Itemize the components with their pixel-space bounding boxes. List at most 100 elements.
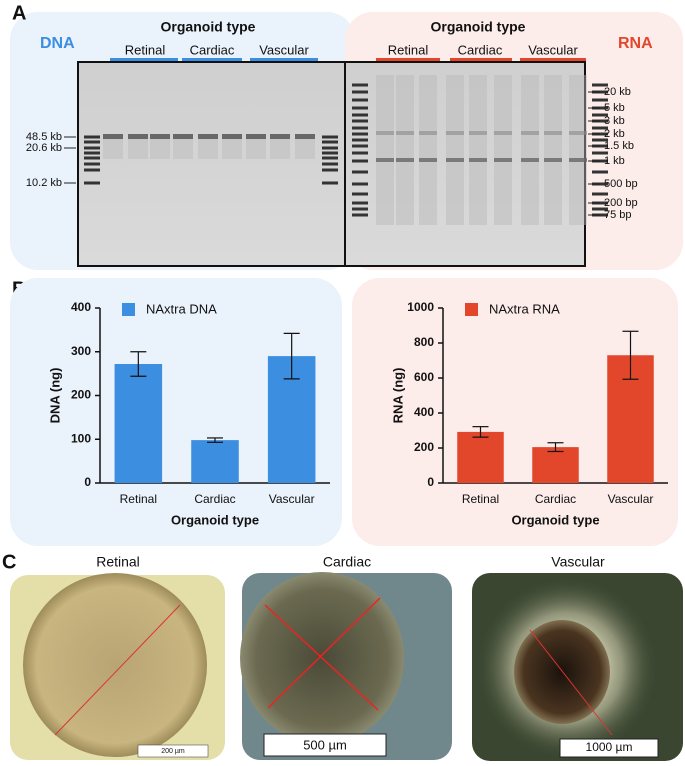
- gel-label: DNA: [40, 35, 75, 52]
- ladder-band: [352, 159, 368, 163]
- marker-label: 75 bp: [604, 209, 632, 221]
- y-tick-label: 1000: [407, 300, 434, 314]
- bar: [532, 447, 579, 483]
- sample-smear: [173, 139, 193, 159]
- micrograph-title: Cardiac: [323, 554, 371, 570]
- group-underlines: [110, 58, 586, 61]
- ladder-band: [592, 192, 608, 196]
- sample-smear: [150, 139, 170, 159]
- marker-label: 1 kb: [604, 155, 625, 167]
- ladder-band: [352, 126, 368, 130]
- sample-band: [544, 131, 562, 135]
- y-tick-label: 600: [414, 370, 434, 384]
- y-tick-label: 200: [414, 440, 434, 454]
- y-tick-label: 0: [427, 475, 434, 489]
- sample-band: [419, 131, 437, 135]
- legend-swatch: [122, 303, 135, 316]
- ladder-band: [84, 140, 100, 144]
- sample-smear: [521, 75, 539, 225]
- ladder-band: [352, 213, 368, 217]
- bar: [191, 440, 239, 483]
- micrograph-title: Retinal: [96, 554, 140, 570]
- legend-label: NAxtra DNA: [146, 301, 217, 316]
- panel-label: A: [12, 2, 26, 24]
- group-label: Cardiac: [190, 42, 235, 57]
- micrograph: [472, 573, 683, 761]
- ladder-band: [352, 138, 368, 142]
- y-tick-label: 300: [71, 344, 91, 358]
- error-bar: [622, 330, 639, 380]
- x-axis-label: Organoid type: [171, 512, 259, 527]
- ladder-band: [352, 151, 368, 155]
- sample-band: [128, 134, 148, 139]
- ladder-band: [84, 162, 100, 166]
- sample-band: [396, 158, 414, 162]
- group-label: Cardiac: [458, 42, 503, 57]
- ladder-band: [352, 113, 368, 117]
- sample-smear: [569, 75, 587, 225]
- error-bar: [472, 426, 489, 438]
- x-tick-label: Vascular: [608, 492, 654, 506]
- ladder-band: [592, 138, 608, 142]
- chart-background: [352, 278, 678, 546]
- sample-smear: [128, 139, 148, 159]
- marker-label: 500 bp: [604, 178, 638, 190]
- sample-band: [198, 134, 218, 139]
- ladder-band: [352, 83, 368, 87]
- ladder-band: [84, 151, 100, 155]
- ladder-band: [352, 170, 368, 174]
- x-tick-label: Cardiac: [535, 492, 576, 506]
- micrograph: [10, 573, 225, 760]
- ladder-band: [84, 168, 100, 172]
- ladder-band: [322, 135, 338, 139]
- error-bar: [547, 442, 564, 453]
- sample-band: [150, 134, 170, 139]
- chart-background: [10, 278, 342, 546]
- x-tick-label: Retinal: [120, 492, 157, 506]
- bar: [457, 431, 504, 483]
- ladder-band: [84, 156, 100, 160]
- ladder-band: [84, 135, 100, 139]
- charts: 0 100 200 300 400 NAxtra DNA Retinal Cardiac Vas…: [47, 300, 668, 527]
- sample-smear: [396, 75, 414, 225]
- ladder-band: [322, 181, 338, 185]
- sample-band: [376, 158, 394, 162]
- dna-gel: [77, 61, 346, 267]
- sample-band: [494, 158, 512, 162]
- sample-smear: [376, 75, 394, 225]
- marker-label: 5 kb: [604, 102, 625, 114]
- group-label: Retinal: [125, 42, 166, 57]
- sample-band: [270, 134, 290, 139]
- legend-label: NAxtra RNA: [489, 301, 560, 316]
- error-bar: [207, 437, 223, 443]
- marker-label: 20 kb: [604, 86, 631, 98]
- marker-label: 2 kb: [604, 128, 625, 140]
- x-tick-label: Retinal: [462, 492, 499, 506]
- ladder-band: [352, 182, 368, 186]
- sample-band: [469, 158, 487, 162]
- sample-smear: [198, 139, 218, 159]
- y-tick-label: 200: [71, 388, 91, 402]
- gel-header: Organoid type: [431, 19, 526, 35]
- sample-band: [446, 158, 464, 162]
- marker-label: 48.5 kb: [26, 131, 62, 143]
- sample-smear: [494, 75, 512, 225]
- micrograph-title: Vascular: [551, 554, 605, 570]
- sample-smear: [419, 75, 437, 225]
- ladder-band: [592, 126, 608, 130]
- sample-band: [376, 131, 394, 135]
- ladder-band: [592, 113, 608, 117]
- y-tick-label: 0: [84, 475, 91, 489]
- error-bar: [283, 332, 300, 380]
- scale-bar-label: 200 µm: [161, 748, 185, 755]
- marker-label: 3 kb: [604, 115, 625, 127]
- sample-band: [569, 158, 587, 162]
- ladder-band: [352, 119, 368, 123]
- sample-smear: [270, 139, 290, 159]
- group-label: Vascular: [259, 42, 309, 57]
- y-axis-label: DNA (ng): [47, 368, 62, 424]
- scale-bar-label: 1000 µm: [586, 740, 633, 754]
- y-tick-label: 400: [414, 405, 434, 419]
- micrograph: [240, 572, 452, 760]
